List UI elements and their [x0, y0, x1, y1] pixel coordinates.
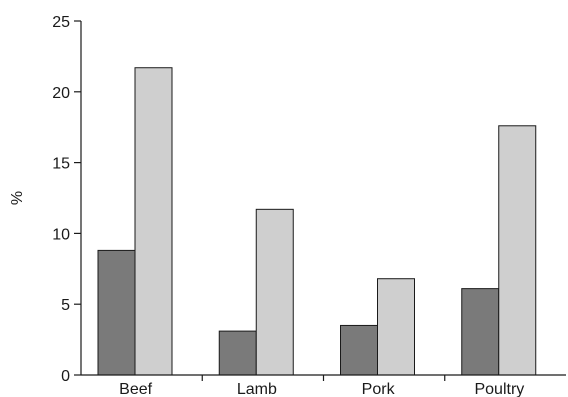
y-axis-ticks: 0 5 10 15 20 25 — [52, 14, 81, 385]
y-tick-label: 10 — [52, 226, 70, 243]
y-tick-label: 15 — [52, 156, 70, 173]
x-axis-ticks: Beef Lamb Pork Poultry — [119, 375, 524, 397]
bar-poultry-1 — [461, 288, 500, 376]
y-tick-label: 5 — [61, 297, 70, 314]
bar-lamb-1 — [218, 330, 257, 376]
bar-poultry-2 — [498, 125, 537, 376]
bar-pork-2 — [377, 278, 415, 376]
x-tick-label: Poultry — [474, 381, 524, 397]
x-tick-label: Beef — [119, 381, 152, 397]
bar-lamb-2 — [255, 208, 294, 376]
bar-beef-2 — [134, 67, 173, 376]
y-tick-label: 0 — [61, 368, 70, 385]
x-tick-label: Pork — [362, 381, 396, 397]
y-tick-label: 20 — [52, 85, 70, 102]
bars — [97, 67, 537, 376]
bar-pork-1 — [340, 324, 378, 376]
y-axis-label: % — [9, 191, 26, 205]
y-tick-label: 25 — [52, 14, 70, 31]
bar-beef-1 — [97, 249, 136, 376]
x-tick-label: Lamb — [237, 381, 277, 397]
